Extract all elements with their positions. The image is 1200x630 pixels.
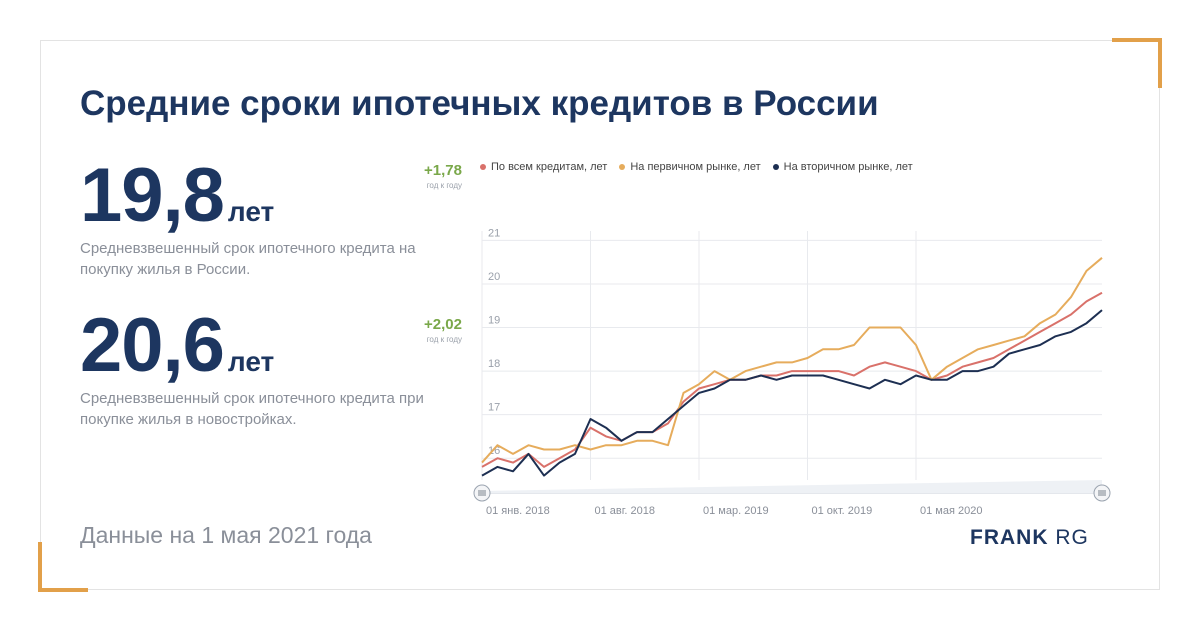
brand-light: RG: [1055, 526, 1089, 549]
delta-caption: год к году: [426, 181, 462, 190]
series-line-2: [481, 257, 1103, 464]
page-title: Средние сроки ипотечных кредитов в Росси…: [80, 84, 879, 123]
legend-dot-icon: [480, 164, 486, 170]
data-date-note: Данные на 1 мая 2021 года: [80, 522, 372, 548]
legend-item-secondary[interactable]: На вторичном рынке, лет: [772, 161, 913, 173]
range-navigator[interactable]: [473, 480, 1111, 502]
legend-dot-icon: [619, 164, 626, 170]
y-tick-label: 17: [488, 402, 500, 414]
legend-dot-icon: [772, 164, 779, 170]
x-tick-label: 01 мая 2020: [920, 505, 982, 517]
x-tick-label: 01 окт. 2019: [812, 505, 873, 517]
y-tick-label: 18: [488, 358, 500, 370]
chart-grid: [481, 231, 1102, 480]
legend-item-primary[interactable]: На первичном рынке, лет: [619, 161, 761, 173]
delta-value: +2,02: [424, 316, 462, 333]
navigator-right-handle-icon[interactable]: [1093, 484, 1111, 502]
y-tick-label: 21: [488, 227, 500, 239]
chart-series: [481, 257, 1103, 477]
chart-legend: По всем кредитам, лет На первичном рынке…: [480, 161, 913, 173]
legend-label: По всем кредитам, лет: [491, 161, 608, 173]
corner-decoration-bottom-left: [38, 542, 88, 592]
brand-bold: FRANK: [970, 526, 1049, 549]
stat-delta-all-loans: +1,78 год к году: [372, 162, 462, 190]
y-tick-label: 20: [488, 271, 500, 283]
stat-block-all-loans: 19,8 лет Средневзвешенный срок ипотечного…: [80, 158, 470, 280]
corner-decoration-top-right: [1112, 38, 1162, 88]
x-tick-label: 01 авг. 2018: [595, 505, 656, 517]
x-tick-label: 01 янв. 2018: [486, 505, 550, 517]
y-tick-label: 16: [488, 445, 500, 457]
stat-delta-primary-market: +2,02 год к году: [372, 316, 462, 344]
stat-unit: лет: [227, 346, 275, 377]
brand-logo: FRANK RG: [970, 526, 1089, 550]
navigator-left-handle-icon[interactable]: [473, 484, 491, 502]
y-axis-ticks: 21 20 19 18 17 16: [488, 227, 500, 457]
stat-block-primary-market: 20,6 лет Средневзвешенный срок ипотечного…: [80, 308, 470, 430]
navigator-area: [482, 480, 1102, 493]
x-axis-ticks: 01 янв. 2018 01 авг. 2018 01 мар. 2019 01 о…: [486, 505, 982, 517]
card-frame: [40, 40, 1160, 590]
y-tick-label: 19: [488, 315, 500, 327]
x-tick-label: 01 мар. 2019: [703, 505, 769, 517]
series-line-1: [481, 291, 1103, 468]
series-line-3: [481, 309, 1103, 477]
stat-unit: лет: [227, 196, 275, 227]
legend-label: На первичном рынке, лет: [630, 161, 761, 173]
delta-caption: год к году: [426, 335, 462, 344]
legend-item-all[interactable]: По всем кредитам, лет: [480, 161, 607, 173]
stat-description: Средневзвешенный срок ипотечного кредита…: [80, 390, 424, 428]
stat-value: 19,8: [80, 153, 225, 238]
legend-label: На вторичном рынке, лет: [783, 161, 913, 173]
stat-description: Средневзвешенный срок ипотечного кредита…: [80, 240, 416, 278]
delta-value: +1,78: [424, 162, 462, 179]
stat-value: 20,6: [80, 303, 225, 388]
